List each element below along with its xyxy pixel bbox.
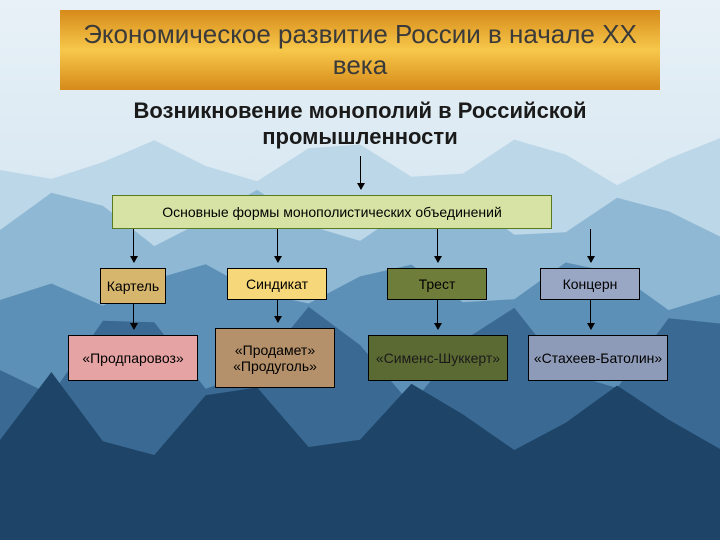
type-box-0: Картель	[100, 268, 166, 304]
arrow-8	[590, 300, 591, 329]
main-forms-box: Основные формы монополистических объедин…	[112, 195, 552, 229]
example-box-0: «Продпаровоз»	[68, 335, 198, 381]
type-box-2: Трест	[387, 268, 487, 300]
slide: Экономическое развитие России в начале X…	[0, 0, 720, 540]
example-box-2: «Сименс-Шуккерт»	[368, 335, 508, 381]
arrow-3	[437, 229, 438, 262]
arrow-4	[590, 229, 591, 262]
arrow-2	[277, 229, 278, 262]
arrow-1	[133, 229, 134, 262]
arrow-6	[277, 300, 278, 322]
arrow-5	[133, 304, 134, 329]
example-box-1: «Продамет» «Продуголь»	[215, 328, 335, 388]
page-title: Экономическое развитие России в начале X…	[70, 19, 650, 81]
arrow-0	[360, 156, 361, 189]
title-bar: Экономическое развитие России в начале X…	[60, 10, 660, 90]
type-box-1: Синдикат	[227, 268, 327, 300]
type-box-3: Концерн	[540, 268, 640, 300]
example-box-3: «Стахеев-Батолин»	[528, 335, 668, 381]
subtitle: Возникновение монополий в Российской про…	[0, 98, 720, 151]
arrow-7	[437, 300, 438, 329]
